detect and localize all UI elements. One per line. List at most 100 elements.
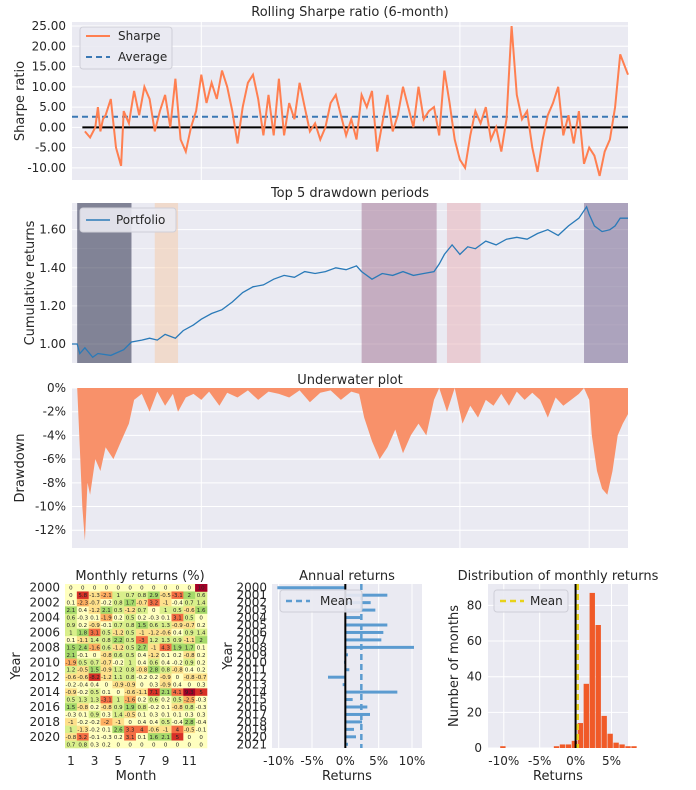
heatmap-cell-label: -0.4 [196, 720, 207, 726]
heatmap-cell-label: -1.6 [125, 698, 136, 704]
heatmap-cell-label: -2 [104, 720, 109, 726]
heatmap-cell [171, 703, 184, 712]
annual-return-bar [328, 675, 346, 679]
histogram-bar [631, 746, 637, 748]
heatmap-cell-label: -0.2 [137, 675, 148, 681]
heatmap-cell [112, 673, 125, 682]
y-tick-label: 2010 [29, 655, 60, 669]
heatmap-cell-label: -0.6 [148, 727, 159, 733]
annual-returns-x-label: Returns [322, 769, 372, 784]
underwater-plot-area [72, 388, 628, 548]
heatmap-cell [124, 680, 137, 689]
heatmap-cell-label: 1.5 [138, 623, 147, 629]
heatmap-cell-label: 0 [128, 586, 132, 592]
heatmap-cell [76, 628, 89, 637]
heatmap-cell [76, 680, 89, 689]
heatmap-cell-label: 0.6 [102, 645, 111, 651]
heatmap-cell-label: 0 [81, 586, 85, 592]
heatmap-cell-label: 0.2 [197, 623, 206, 629]
heatmap-cell-label: -1.2 [113, 645, 124, 651]
heatmap-cell-label: 3.2 [149, 601, 158, 607]
heatmap-cell-label: 1 [69, 630, 73, 636]
heatmap-cell-label: 0.5 [126, 638, 135, 644]
portfolio-series-line [72, 205, 628, 359]
heatmap-cell [183, 606, 196, 615]
heatmap-cell-label: 0.2 [161, 698, 170, 704]
heatmap-cell [195, 658, 208, 667]
heatmap-cell [76, 658, 89, 667]
heatmap-cell-label: -0.3 [66, 712, 77, 718]
heatmap-cell [88, 651, 101, 659]
heatmap-cell [65, 643, 78, 652]
heatmap-cell [136, 703, 149, 712]
y-tick-label: 2010 [236, 655, 267, 669]
heatmap-cell [171, 666, 184, 674]
heatmap-cell [147, 598, 160, 607]
heatmap-cell-label: -0.2 [172, 660, 183, 666]
heatmap-cell [65, 621, 78, 630]
y-tick-label: 2018 [29, 715, 60, 729]
heatmap-cell-label: -0.1 [77, 653, 88, 659]
heatmap-cell-label: -0.8 [137, 668, 148, 674]
heatmap-cell-label: -0.8 [77, 705, 88, 711]
heatmap-cell [171, 680, 184, 689]
heatmap-cell [88, 613, 101, 622]
y-tick-label: 2006 [236, 625, 267, 639]
heatmap-cell-label: -0.6 [66, 675, 77, 681]
annual-return-bar [345, 712, 370, 716]
heatmap-cell-label: 0 [176, 675, 180, 681]
heatmap-cell [65, 680, 78, 689]
heatmap-cell-label: 0.2 [173, 653, 182, 659]
heatmap-cell [159, 658, 172, 667]
heatmap-cell [88, 680, 101, 689]
legend-sharpe-label: Sharpe [118, 29, 161, 43]
heatmap-cell [171, 621, 184, 630]
heatmap-cell-label: 2 [199, 638, 203, 644]
heatmap-cell [100, 673, 113, 682]
heatmap-cell [195, 710, 208, 719]
heatmap-cell [171, 598, 184, 607]
heatmap-cell-label: -3.1 [172, 593, 183, 599]
heatmap-cell [195, 613, 208, 622]
heatmap-cell-label: 3.1 [90, 630, 99, 636]
heatmap-cell [124, 740, 137, 749]
heatmap-cell [124, 621, 137, 630]
heatmap-cell [159, 688, 172, 697]
heatmap-cell [112, 643, 125, 652]
heatmap-cell-label: 0 [176, 742, 180, 748]
heatmap-cell-label: 0.6 [114, 653, 123, 659]
heatmap-cell [159, 621, 172, 630]
y-tick-label: 2012 [29, 670, 60, 684]
heatmap-cell-label: -2.3 [77, 601, 88, 607]
rolling-sharpe-title: Rolling Sharpe ratio (6-month) [251, 5, 448, 20]
heatmap-cell [65, 703, 78, 712]
heatmap-cell [124, 628, 137, 637]
heatmap-cell [76, 740, 89, 749]
underwater-y-label: Drawdown [13, 433, 28, 502]
heatmap-cell [136, 606, 149, 615]
heatmap-cell-label: 2.1 [67, 653, 76, 659]
heatmap-cell-label: -1 [163, 601, 168, 607]
heatmap-cell-label: 0.9 [114, 705, 123, 711]
heatmap-cell-label: -0.1 [101, 623, 112, 629]
heatmap-cell [100, 598, 113, 607]
heatmap-cell-label: 2.8 [149, 668, 158, 674]
heatmap-cell [100, 658, 113, 667]
heatmap-cell [124, 658, 137, 667]
heatmap-cell [65, 695, 78, 704]
heatmap-cell-label: 0.2 [138, 698, 147, 704]
heatmap-cell-label: 3.1 [173, 616, 182, 622]
heatmap-cell [100, 621, 113, 630]
heatmap-cell [76, 584, 89, 592]
heatmap-cell-label: 0.8 [78, 742, 87, 748]
annual-return-bar [277, 586, 346, 590]
heatmap-cell-label: 0.1 [90, 616, 99, 622]
heatmap-cell [147, 733, 160, 741]
annual-return-bar [345, 668, 350, 672]
y-tick-label: 2003 [236, 603, 267, 617]
heatmap-cell-label: -1.1 [137, 690, 148, 696]
heatmap-cell [65, 673, 78, 682]
heatmap-cell [124, 598, 137, 607]
heatmap-cell-label: 2.1 [67, 608, 76, 614]
heatmap-cell-label: 0.2 [197, 668, 206, 674]
